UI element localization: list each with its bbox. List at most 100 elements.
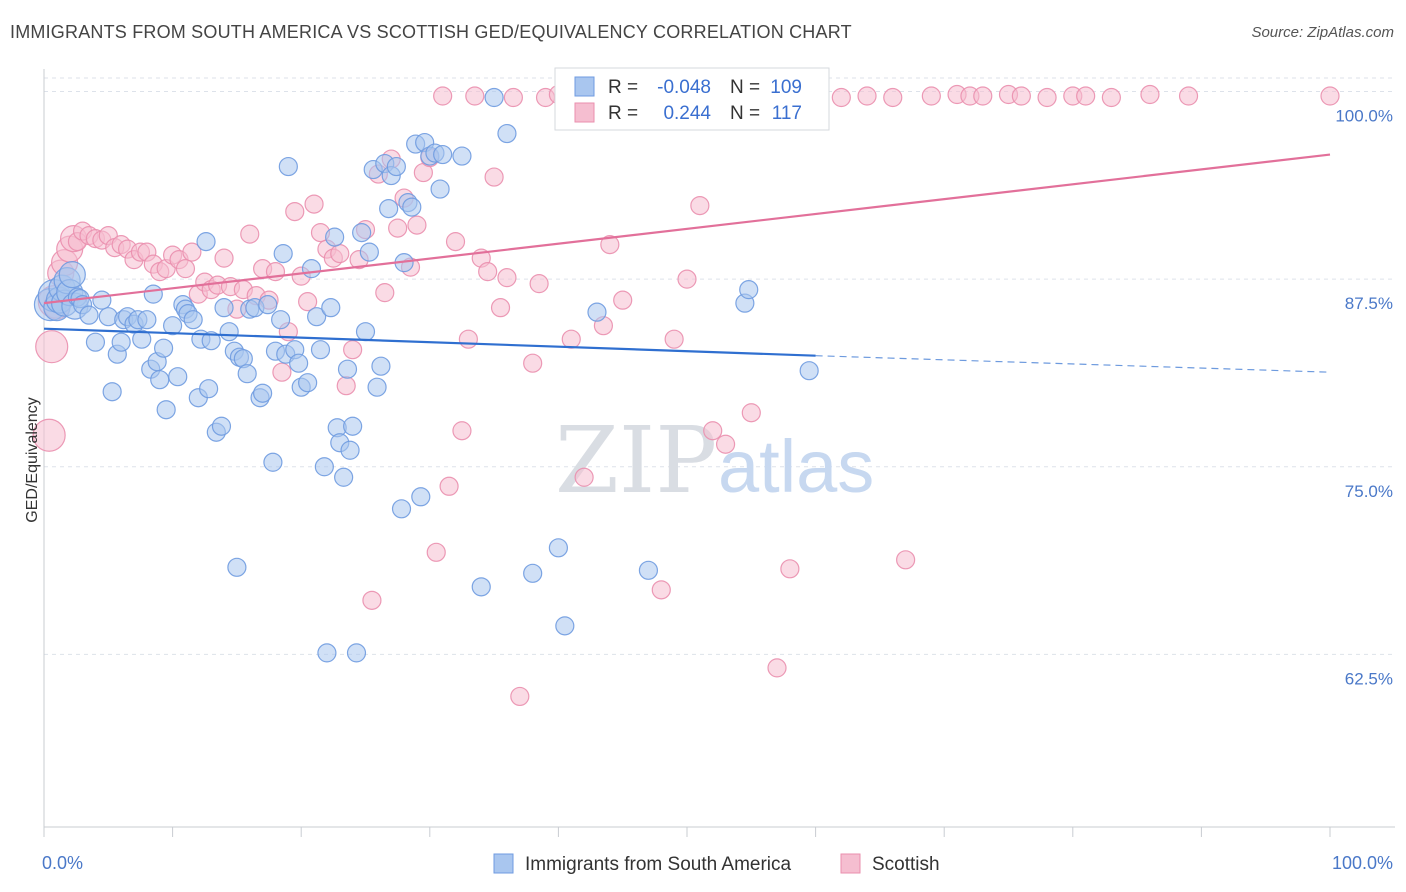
blue-point — [386, 156, 406, 177]
blue-trend-extension — [815, 355, 1331, 373]
blue-point — [352, 223, 372, 243]
points-layer — [32, 84, 1340, 707]
pink-point — [32, 418, 66, 452]
pink-point — [1011, 86, 1031, 106]
legend-pink-label: Scottish — [872, 854, 940, 875]
pink-point — [285, 201, 305, 222]
stats-pink-swatch — [574, 102, 595, 123]
x-tick-label: 0.0% — [42, 853, 83, 873]
pink-point — [433, 86, 453, 106]
blue-point — [132, 329, 152, 349]
pink-point — [529, 274, 549, 294]
pink-point — [272, 362, 292, 382]
pink-point — [452, 421, 472, 441]
pink-point — [715, 434, 736, 454]
blue-point — [321, 298, 341, 318]
blue-point — [237, 364, 257, 384]
blue-point — [289, 353, 309, 373]
blue-point — [85, 332, 106, 352]
blue-point — [278, 156, 298, 177]
pink-point — [883, 87, 903, 108]
blue-point — [739, 280, 759, 300]
pink-point — [1076, 86, 1096, 106]
pink-point — [857, 86, 877, 106]
stats-pink-r-value: 0.244 — [663, 103, 711, 124]
blue-point — [471, 577, 491, 597]
pink-point — [458, 329, 478, 349]
pink-point — [298, 292, 318, 312]
y-tick-label: 62.5% — [1345, 669, 1393, 688]
blue-point — [79, 305, 99, 325]
blue-point — [111, 332, 131, 352]
pink-point — [510, 686, 530, 707]
pink-point — [780, 559, 800, 579]
pink-point — [896, 550, 916, 570]
pink-point — [478, 262, 498, 282]
blue-point — [156, 400, 176, 420]
blue-point — [263, 452, 283, 472]
pink-point — [1101, 87, 1121, 108]
pink-point — [767, 658, 787, 678]
pink-point — [375, 283, 395, 303]
blue-point — [314, 457, 334, 477]
blue-point — [346, 643, 367, 663]
blue-point — [523, 563, 543, 583]
blue-point — [340, 440, 360, 460]
pink-point — [484, 167, 504, 187]
pink-point — [336, 376, 356, 396]
pink-point — [503, 87, 523, 108]
pink-point — [465, 86, 485, 106]
legend-blue-label: Immigrants from South America — [525, 854, 792, 875]
legend-pink-swatch — [840, 853, 861, 874]
trend-layer — [43, 153, 1331, 373]
stats-blue-n-label: N = — [730, 77, 760, 98]
pink-point — [523, 353, 543, 373]
blue-point — [199, 379, 219, 399]
watermark-atlas: atlas — [718, 425, 874, 508]
legend: Immigrants from South America Scottish — [493, 853, 940, 875]
pink-point — [1178, 86, 1199, 106]
pink-point — [1140, 84, 1160, 105]
stats-blue-swatch — [574, 76, 595, 97]
pink-point — [613, 290, 633, 310]
blue-point — [143, 284, 163, 304]
pink-point — [497, 268, 517, 288]
blue-point — [310, 340, 331, 360]
blue-point — [307, 307, 327, 327]
pink-point — [175, 259, 196, 279]
blue-point — [359, 242, 379, 262]
pink-point — [362, 590, 382, 610]
blue-point — [92, 290, 112, 310]
blue-point — [253, 383, 273, 403]
blue-point — [214, 298, 234, 318]
chart-title: IMMIGRANTS FROM SOUTH AMERICA VS SCOTTIS… — [10, 22, 852, 42]
blue-point — [638, 560, 659, 580]
blue-point — [555, 616, 575, 636]
pink-point — [240, 224, 260, 244]
blue-point — [137, 310, 157, 330]
pink-point — [1320, 86, 1340, 106]
pink-point — [561, 329, 581, 349]
blue-point — [548, 538, 569, 558]
pink-point — [439, 476, 459, 496]
stats-box: R = -0.048 N = 109 R = 0.244 N = 117 — [554, 67, 830, 131]
pink-point — [600, 235, 620, 255]
blue-point — [301, 259, 322, 279]
blue-point — [58, 261, 86, 289]
blue-point — [102, 382, 122, 402]
pink-point — [214, 248, 234, 268]
blue-point — [379, 198, 399, 219]
pink-point — [343, 340, 363, 360]
y-axis-label: GED/Equivalency — [24, 397, 41, 522]
pink-point — [445, 232, 466, 252]
blue-point — [201, 331, 221, 351]
blue-point — [150, 370, 170, 390]
blue-point — [402, 197, 422, 217]
blue-point — [258, 295, 278, 315]
blue-point — [391, 499, 412, 519]
pink-point — [574, 467, 594, 487]
blue-point — [337, 359, 358, 379]
pink-point — [304, 194, 324, 214]
blue-point — [168, 367, 188, 387]
